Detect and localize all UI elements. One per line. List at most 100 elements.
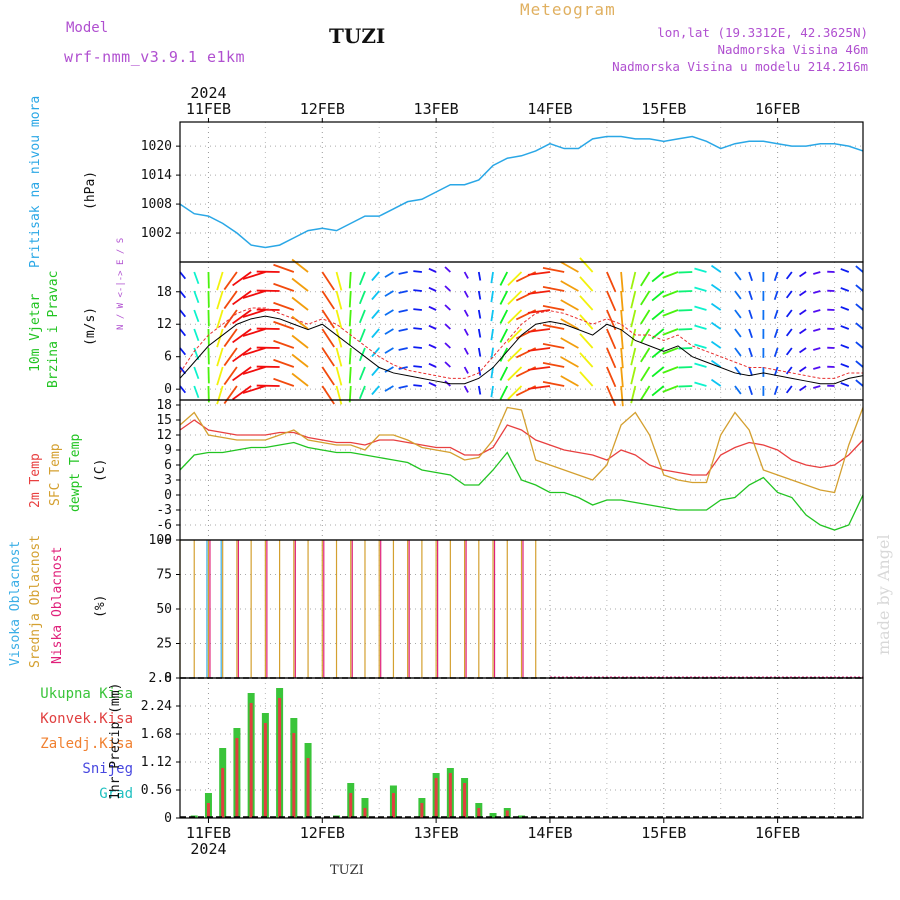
wind-arrow bbox=[773, 290, 779, 301]
wind-arrow bbox=[398, 347, 408, 351]
wind-arrow bbox=[734, 290, 742, 300]
wind-arrow bbox=[527, 271, 551, 276]
wind-arrow bbox=[193, 385, 200, 399]
wind-arrow bbox=[291, 353, 309, 368]
wind-arrow bbox=[384, 290, 394, 297]
wind-arrow bbox=[291, 315, 309, 330]
wind-arrow bbox=[579, 276, 594, 292]
wind-arrow bbox=[606, 385, 617, 407]
wind-arrow bbox=[384, 328, 394, 335]
wind-arrow bbox=[734, 309, 742, 319]
wind-arrow bbox=[216, 366, 224, 386]
wind-arrow bbox=[840, 306, 850, 311]
wind-arrow bbox=[193, 366, 200, 380]
wind-arrow bbox=[499, 366, 509, 381]
wind-arrow bbox=[371, 271, 380, 282]
wind-arrow bbox=[630, 271, 637, 290]
wind-arrow bbox=[748, 309, 753, 320]
top-day-label: 12FEB bbox=[300, 100, 345, 118]
wind-arrow bbox=[785, 271, 793, 280]
wind-arrow bbox=[694, 381, 707, 387]
wind-arrow bbox=[242, 309, 266, 318]
wind-arrow bbox=[560, 318, 579, 330]
wind-arrow bbox=[348, 328, 352, 346]
temp-line-0 bbox=[179, 419, 864, 476]
wind-arrow bbox=[223, 347, 238, 367]
precip-conv-bar bbox=[463, 783, 467, 818]
wind-arrow bbox=[662, 328, 679, 336]
wind-arrow bbox=[799, 366, 807, 373]
wind-arrow bbox=[579, 295, 594, 311]
wind-arrow bbox=[384, 309, 394, 316]
wind-arrow bbox=[620, 347, 624, 369]
wind-arrow bbox=[542, 266, 565, 273]
wind-arrow bbox=[542, 323, 565, 330]
y-tick-label: 18 bbox=[156, 398, 172, 413]
wind-arrow bbox=[662, 309, 679, 317]
wind-arrow bbox=[799, 347, 807, 354]
precip-conv-bar bbox=[349, 793, 353, 818]
wind-arrow bbox=[710, 264, 722, 273]
wind-arrow bbox=[193, 271, 200, 285]
wind-arrow bbox=[358, 385, 366, 400]
wind-arrow bbox=[463, 290, 469, 298]
wind-arrow bbox=[490, 385, 494, 398]
wind-arrow bbox=[291, 258, 309, 273]
wind-arrow bbox=[179, 290, 187, 299]
wind-arrow bbox=[630, 385, 637, 404]
station-title: TUZI bbox=[329, 24, 386, 48]
legend-convective-rain: Konvek.Kisa bbox=[40, 711, 133, 727]
wind-gust-line bbox=[179, 307, 863, 379]
bottom-day-label: 11FEB bbox=[186, 824, 231, 842]
wind-arrow bbox=[710, 321, 722, 330]
lonlat-label: lon,lat (19.3312E, 42.3625N) bbox=[657, 25, 868, 40]
precip-conv-bar bbox=[221, 768, 225, 818]
wind-arrow bbox=[398, 328, 408, 332]
model-name: wrf-nmm_v3.9.1 e1km bbox=[64, 48, 246, 66]
wind-arrow bbox=[694, 362, 707, 368]
y-tick-label: 1020 bbox=[141, 139, 172, 154]
wind-arrow bbox=[813, 366, 821, 370]
wind-arrow bbox=[855, 265, 864, 273]
precip-conv-bar bbox=[292, 733, 296, 818]
wind-arrow bbox=[785, 309, 793, 318]
wind-arrow bbox=[651, 290, 665, 302]
wind-arrow bbox=[507, 271, 523, 286]
wind-arrow bbox=[542, 285, 565, 292]
wind-arrow bbox=[179, 347, 187, 356]
model-elevation-label: Nadmorska Visina u modelu 214.216m bbox=[612, 59, 868, 74]
wind-arrow bbox=[223, 290, 238, 310]
y-tick-label: 75 bbox=[156, 568, 172, 583]
wind-arrow bbox=[630, 347, 637, 366]
temp-line-2 bbox=[179, 441, 864, 531]
wind-arrow bbox=[216, 385, 224, 405]
wind-arrow bbox=[335, 328, 343, 348]
wind-arrow bbox=[384, 385, 394, 392]
wind-arrow bbox=[463, 347, 469, 355]
wind-arrow bbox=[773, 347, 779, 358]
wind-arrow bbox=[463, 385, 469, 393]
y-tick-label: 0.56 bbox=[141, 783, 172, 798]
wind-arrow bbox=[748, 385, 753, 396]
wind-arrow bbox=[413, 308, 422, 311]
model-label: Model bbox=[66, 20, 109, 36]
wind-arrow bbox=[321, 385, 335, 405]
wind-arrow bbox=[477, 290, 482, 300]
temp-line-1 bbox=[179, 406, 864, 494]
precip-conv-bar bbox=[505, 810, 509, 818]
y-tick-label: -3 bbox=[156, 503, 172, 518]
wind-arrow bbox=[371, 290, 380, 301]
panel-frame bbox=[179, 399, 864, 541]
wind-arrow bbox=[710, 283, 722, 292]
wind-arrow bbox=[785, 366, 793, 375]
wind-arrow bbox=[606, 347, 617, 369]
wind-arrow bbox=[335, 347, 343, 367]
wind-arrow bbox=[606, 290, 617, 312]
wind-arrow bbox=[413, 346, 422, 349]
wind-arrow bbox=[444, 285, 451, 292]
wind-arrow bbox=[371, 309, 380, 320]
wind-arrow bbox=[348, 366, 352, 384]
wind-arrow bbox=[640, 328, 651, 344]
wind-arrow bbox=[630, 366, 637, 385]
wind-arrow bbox=[678, 271, 693, 274]
